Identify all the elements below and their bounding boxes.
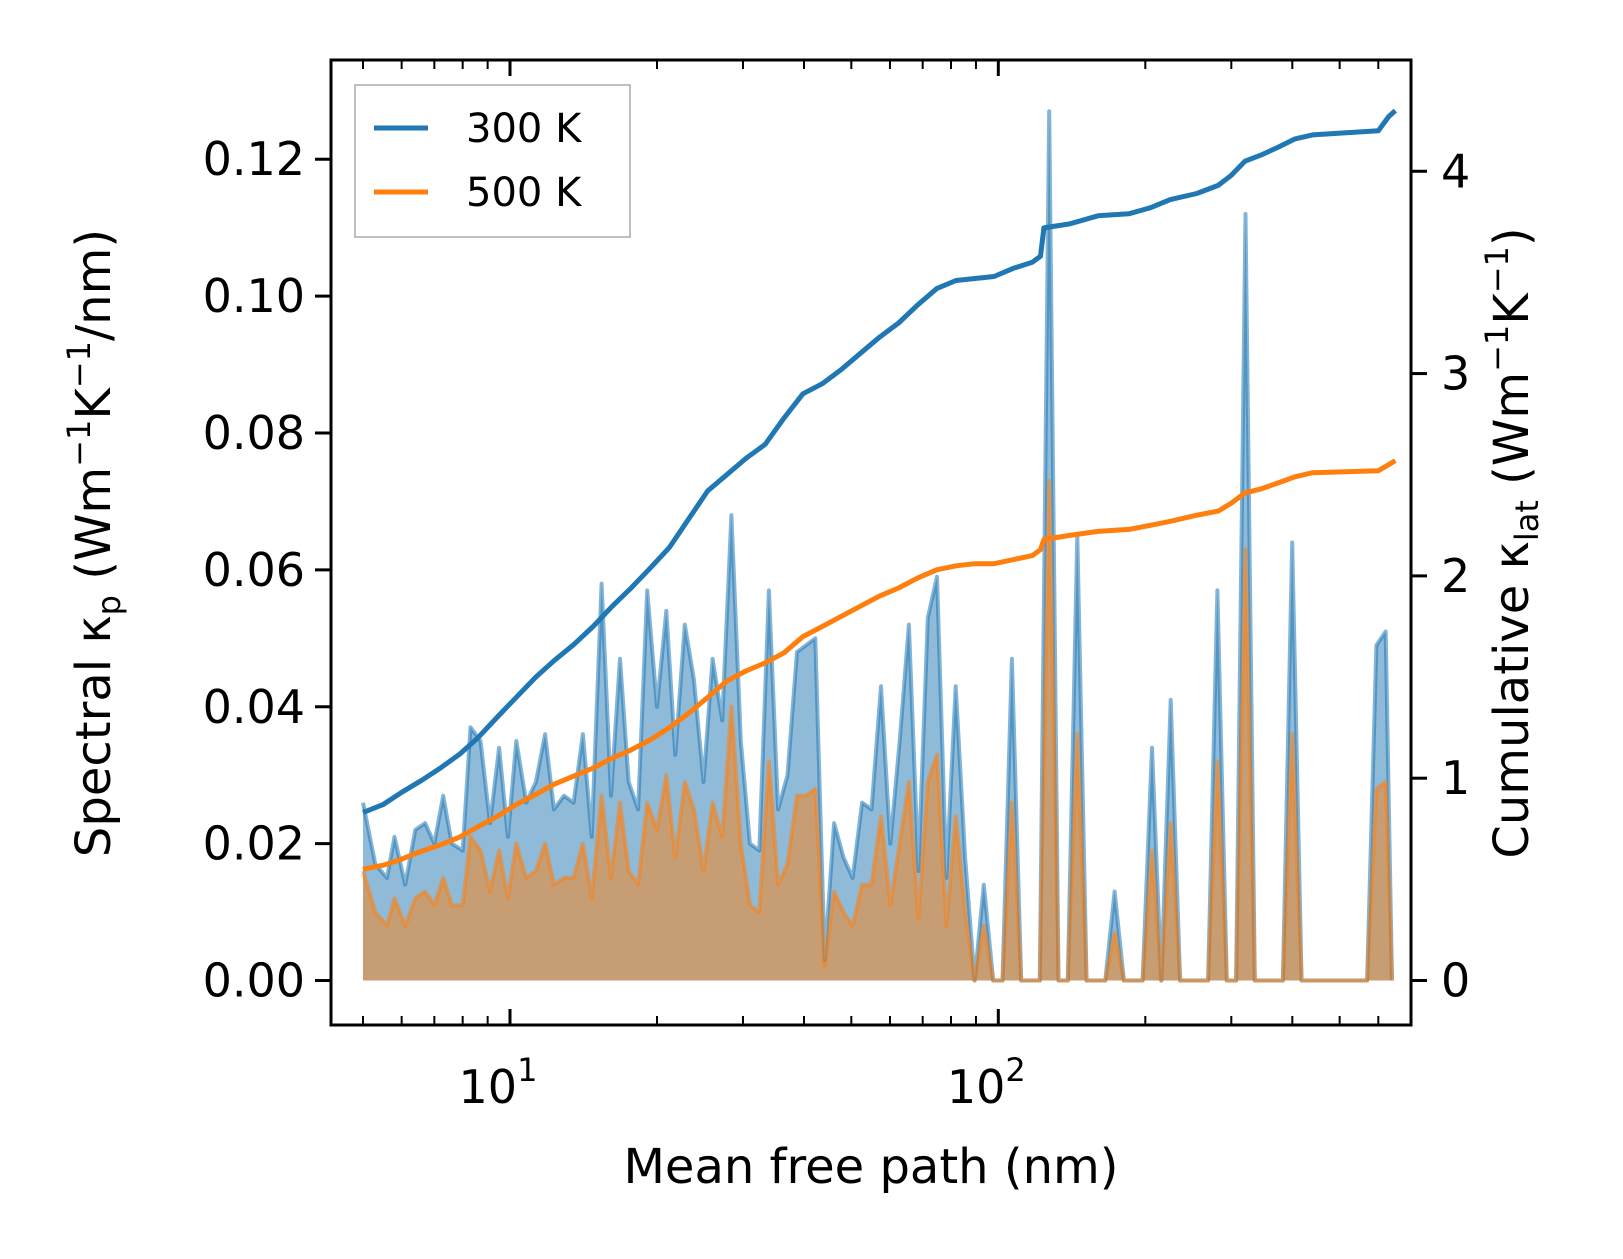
y-right-tick-label-3: 3 <box>1441 347 1470 401</box>
y-axis-title-left: Spectral κp (Wm−1K−1/nm) <box>60 229 128 857</box>
y-left-tick-label-1: 0.02 <box>203 817 305 871</box>
legend: 300 K 500 K <box>355 85 630 237</box>
y-left-tick-label-4: 0.08 <box>203 406 305 460</box>
y-right-tick-label-1: 1 <box>1441 751 1470 805</box>
y-left-tick-label-0: 0.00 <box>203 954 305 1008</box>
y-axis-title-right: Cumulative κlat (Wm−1K−1) <box>1478 227 1546 858</box>
y-left-tick-label-5: 0.10 <box>203 269 305 323</box>
y-right-tick-label-0: 0 <box>1441 953 1470 1007</box>
y-right-tick-label-4: 4 <box>1441 144 1470 198</box>
y-left-tick-label-6: 0.12 <box>203 132 305 186</box>
legend-label-0: 300 K <box>466 106 583 152</box>
y-left-tick-label-3: 0.06 <box>203 543 305 597</box>
y-right-tick-label-2: 2 <box>1441 549 1470 603</box>
legend-label-1: 500 K <box>466 170 583 216</box>
x-axis-title: Mean free path (nm) <box>624 1139 1119 1195</box>
y-left-tick-label-2: 0.04 <box>203 680 305 734</box>
